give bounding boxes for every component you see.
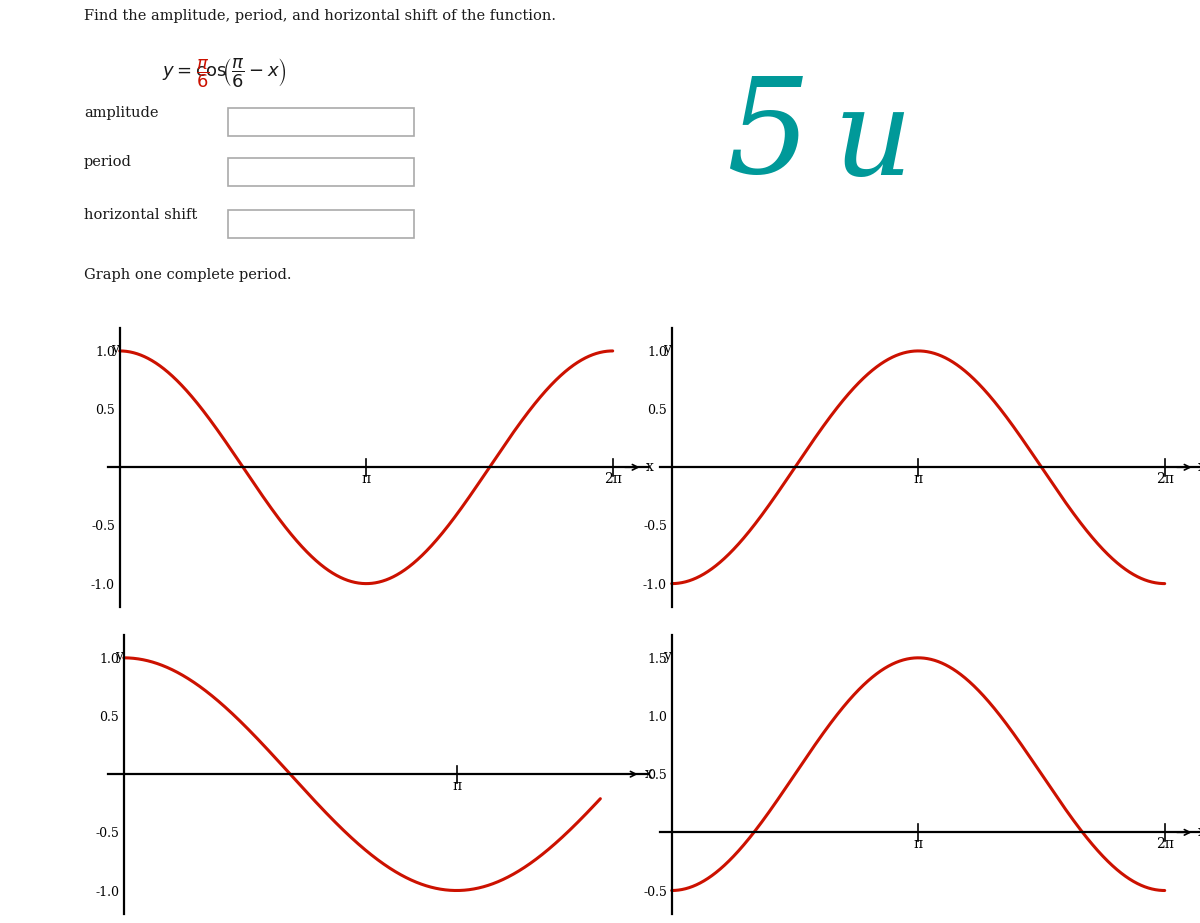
Text: $\dfrac{\pi}{6}$: $\dfrac{\pi}{6}$ [196,57,209,90]
Text: y: y [116,649,124,663]
Text: Graph one complete period.: Graph one complete period. [84,269,292,282]
FancyBboxPatch shape [228,108,414,136]
FancyBboxPatch shape [228,158,414,186]
Text: x: x [1198,825,1200,839]
Text: period: period [84,155,132,169]
Text: ○-1.0: ○-1.0 [108,655,143,668]
Text: y: y [664,649,672,663]
Text: 5: 5 [726,72,810,200]
FancyBboxPatch shape [228,210,414,238]
Text: y: y [112,342,120,355]
Text: y: y [664,342,672,355]
Text: amplitude: amplitude [84,106,158,120]
Text: u: u [834,84,913,201]
Text: horizontal shift: horizontal shift [84,208,197,222]
Text: ○-1.0: ○-1.0 [660,655,695,668]
Text: x: x [644,767,653,781]
Text: Find the amplitude, period, and horizontal shift of the function.: Find the amplitude, period, and horizont… [84,9,556,23]
Text: x: x [1198,461,1200,474]
Text: $y = \mathrm{cos}\!\left(\dfrac{\pi}{6} - x\right)$: $y = \mathrm{cos}\!\left(\dfrac{\pi}{6} … [162,55,287,89]
Text: x: x [646,461,654,474]
